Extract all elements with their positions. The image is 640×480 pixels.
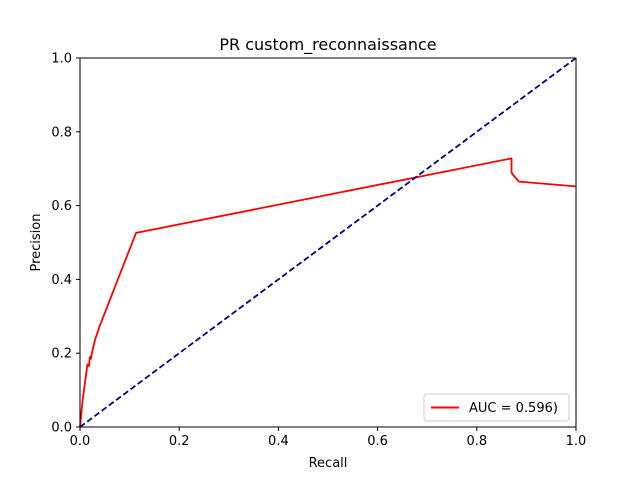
- y-tick-label: 0.0: [51, 421, 72, 436]
- legend: AUC = 0.596): [423, 393, 570, 422]
- x-tick-label: 0.0: [70, 434, 91, 449]
- x-tick-label: 0.2: [169, 434, 190, 449]
- legend-entry-auc: AUC = 0.596): [469, 401, 558, 416]
- series-layer: [79, 57, 577, 428]
- y-tick-label: 0.2: [51, 347, 72, 362]
- x-tick-label: 0.8: [466, 434, 487, 449]
- y-tick-label: 0.8: [51, 125, 72, 140]
- pr-curve-line: [79, 157, 577, 428]
- y-tick-label: 1.0: [51, 52, 72, 67]
- legend-box: [423, 393, 570, 422]
- x-tick-label: 0.4: [268, 434, 289, 449]
- x-axis-ticks: 0.0 0.2 0.4 0.6 0.8 1.0: [70, 427, 587, 449]
- chart-title: PR custom_reconnaissance: [219, 35, 436, 55]
- x-tick-label: 0.6: [367, 434, 388, 449]
- x-tick-label: 1.0: [566, 434, 587, 449]
- plot-frame: [79, 57, 577, 428]
- y-axis-label: Precision: [29, 213, 44, 271]
- y-axis-ticks: 0.0 0.2 0.4 0.6 0.8 1.0: [51, 52, 80, 436]
- y-tick-label: 0.6: [51, 199, 72, 214]
- random-baseline-diagonal: [79, 57, 577, 428]
- x-axis-label: Recall: [309, 456, 348, 471]
- y-tick-label: 0.4: [51, 273, 72, 288]
